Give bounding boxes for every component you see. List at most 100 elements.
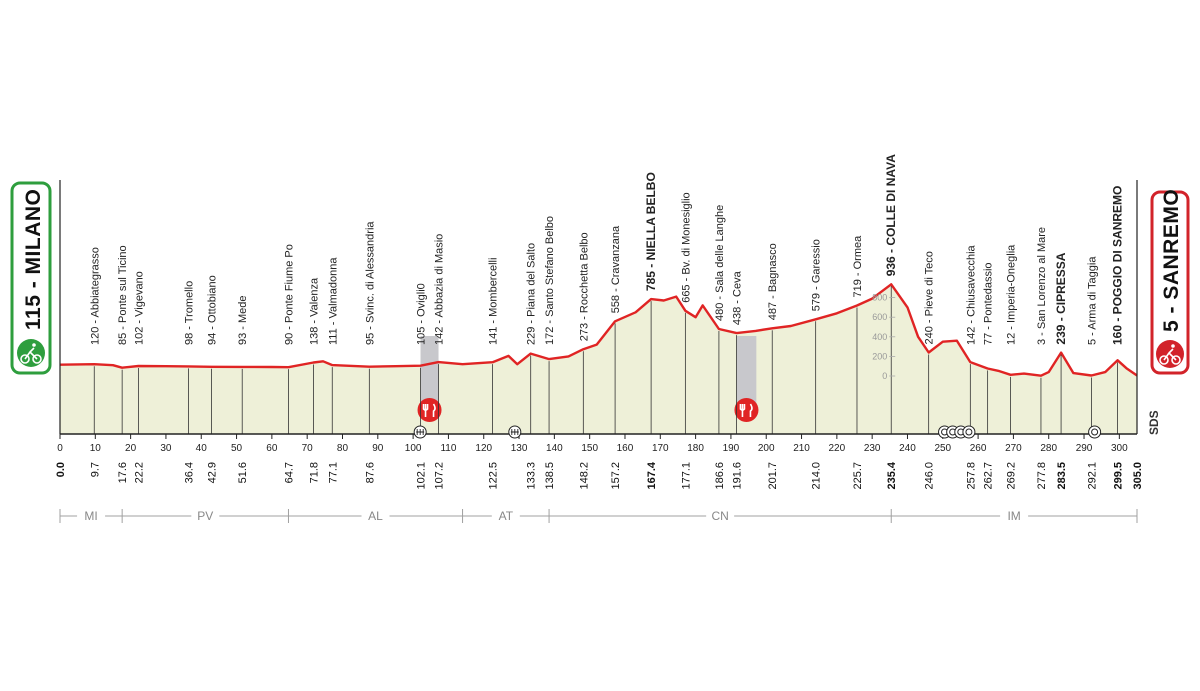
fork-knife-icon [734, 398, 759, 422]
region-label: MI [84, 509, 97, 523]
distance-label: 133.3 [526, 462, 538, 490]
place-label: 141 - Mombercelli [488, 258, 500, 345]
distance-label: 77.1 [327, 462, 339, 483]
region-label-bg [1000, 508, 1029, 524]
place-label: 95 - Svinc. di Alessandria [364, 221, 376, 345]
distance-label: 191.6 [732, 462, 744, 490]
distance-label: 107.2 [434, 462, 446, 490]
place-label: 240 - Pieve di Teco [924, 251, 936, 344]
x-tick-label: 270 [1005, 443, 1022, 454]
finish-badge: 5 - SANREMO [1150, 189, 1190, 375]
place-label: 438 - Ceva [732, 270, 744, 325]
region-label-bg [361, 508, 390, 524]
x-tick-label: 150 [581, 443, 598, 454]
sprint-marker-icon [508, 425, 522, 439]
start-badge-frame [10, 181, 52, 375]
distance-label: 51.6 [237, 462, 249, 483]
region-label-bg [191, 508, 220, 524]
start-badge: 115 - MILANO [10, 181, 52, 375]
distance-label: 225.7 [852, 462, 864, 490]
region-label: PV [197, 509, 213, 523]
distance-label: 36.4 [184, 462, 196, 483]
distance-label: 235.4 [886, 461, 898, 489]
place-label: 3 - San Lorenzo al Mare [1036, 227, 1048, 345]
distance-label: 42.9 [207, 462, 219, 483]
x-tick-label: 80 [337, 443, 349, 454]
distance-label: 305.0 [1132, 462, 1144, 490]
place-label: 12 - Imperia-Oneglia [1006, 244, 1018, 345]
x-tick-label: 0 [57, 443, 63, 454]
start-label: 115 - MILANO [22, 189, 45, 330]
x-tick-label: 250 [934, 443, 951, 454]
x-tick-label: 10 [90, 443, 102, 454]
x-tick-label: 230 [864, 443, 881, 454]
region-label-bg [491, 508, 520, 524]
x-tick-label: 200 [758, 443, 775, 454]
x-tick-label: 300 [1111, 443, 1128, 454]
distance-label: 269.2 [1006, 462, 1018, 490]
place-label: 111 - Valmadonna [327, 257, 339, 345]
circle-marker-icon [1088, 425, 1102, 439]
region-label-bg [706, 508, 735, 524]
cyclist-finish-icon [1156, 340, 1184, 368]
x-tick-label: 210 [793, 443, 810, 454]
x-tick-label: 30 [160, 443, 172, 454]
region-label: CN [711, 509, 728, 523]
x-tick-label: 60 [266, 443, 278, 454]
place-label: 487 - Bagnasco [767, 243, 779, 320]
distance-label: 87.6 [364, 462, 376, 483]
region-label: AT [499, 509, 514, 523]
distance-label: 186.6 [714, 462, 726, 490]
x-tick-label: 120 [475, 443, 492, 454]
x-tick-label: 100 [405, 443, 422, 454]
place-label: 98 - Tromello [184, 281, 196, 345]
feed-zone-2 [736, 336, 757, 404]
distance-label: 299.5 [1113, 462, 1125, 490]
altitude-label: 200 [872, 351, 887, 361]
altitude-label: 0 [882, 371, 887, 381]
cyclist-start-icon [17, 339, 45, 367]
x-tick-label: 90 [372, 443, 384, 454]
distance-label: 157.2 [610, 462, 622, 490]
region-label: AL [368, 509, 383, 523]
x-tick-label: 290 [1076, 443, 1093, 454]
place-label: 229 - Piana del Salto [526, 243, 538, 345]
altitude-label: 800 [872, 293, 887, 303]
place-label: 90 - Ponte Fiume Po [284, 244, 296, 345]
region-label: IM [1007, 509, 1020, 523]
profile-area [60, 284, 1137, 434]
distance-label: 0.0 [55, 462, 67, 477]
place-label: 785 - NIELLA BELBO [644, 172, 658, 291]
place-label: 102 - Vigevano [133, 271, 145, 345]
place-label: 160 - POGGIO DI SANREMO [1111, 186, 1125, 345]
circle-marker-icon [962, 425, 976, 439]
distance-label: 246.0 [924, 462, 936, 490]
place-label: 93 - Mede [237, 295, 249, 345]
sprint-marker-icon [413, 425, 427, 439]
profile-line [59, 283, 1138, 377]
finish-label: 5 - SANREMO [1160, 189, 1183, 332]
place-label: 558 - Cravanzana [610, 225, 622, 313]
x-tick-label: 280 [1040, 443, 1057, 454]
place-label: 94 - Ottobiano [207, 275, 219, 345]
distance-label: 214.0 [811, 462, 823, 490]
place-label: 5 - Arma di Taggia [1086, 256, 1098, 345]
place-label: 480 - Sala delle Langhe [714, 205, 726, 321]
place-label: 239 - CIPRESSA [1054, 252, 1068, 344]
x-tick-label: 180 [687, 443, 704, 454]
x-tick-label: 160 [617, 443, 634, 454]
place-label: 77 - Pontedassio [983, 262, 995, 345]
place-label: 172 - Santo Stefano Belbo [544, 216, 556, 345]
place-label: 142 - Chiusavecchia [965, 244, 977, 345]
distance-label: 148.2 [578, 462, 590, 490]
x-tick-label: 190 [723, 443, 740, 454]
distance-label: 71.8 [309, 462, 321, 483]
altitude-label: 400 [872, 332, 887, 342]
distance-label: 122.5 [488, 462, 500, 490]
x-tick-label: 20 [125, 443, 137, 454]
distance-label: 283.5 [1056, 462, 1068, 490]
place-label: 138 - Valenza [309, 277, 321, 345]
distance-label: 64.7 [284, 462, 296, 483]
